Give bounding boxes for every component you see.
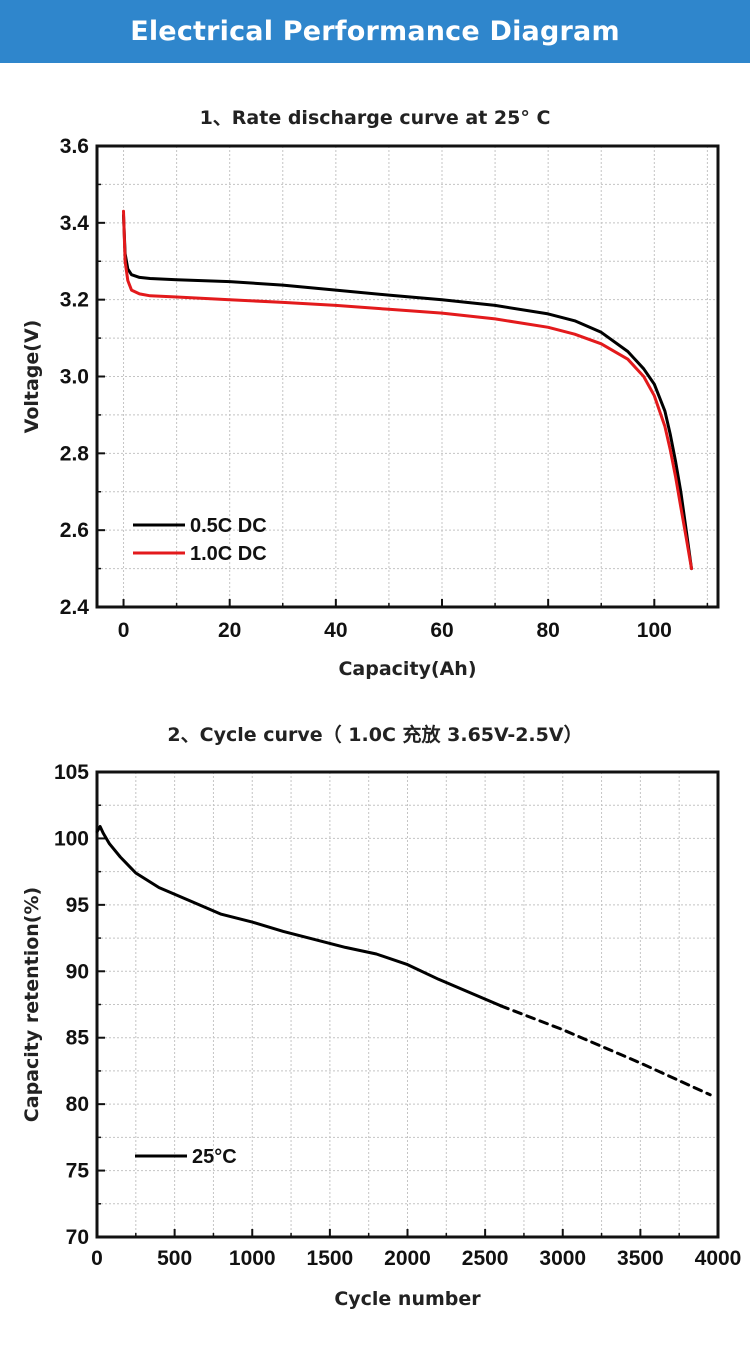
y-tick-label: 90 <box>66 960 89 983</box>
y-tick-label: 95 <box>66 894 90 917</box>
x-tick-label: 4000 <box>695 1247 742 1270</box>
x-axis-label: Cycle number <box>334 1288 481 1310</box>
legend-label: 25°C <box>192 1146 237 1168</box>
series-line <box>122 213 693 571</box>
y-axis-label: Voltage(V) <box>21 320 43 434</box>
series-line <box>95 825 503 1008</box>
x-tick-label: 0 <box>118 619 130 642</box>
series-line <box>122 209 693 571</box>
x-tick-label: 2000 <box>384 1247 431 1270</box>
y-tick-label: 85 <box>66 1027 90 1050</box>
x-tick-label: 2500 <box>462 1247 509 1270</box>
x-axis-label: Capacity(Ah) <box>338 658 476 680</box>
y-tick-label: 2.8 <box>60 442 90 465</box>
y-tick-label: 2.4 <box>60 596 90 619</box>
x-tick-label: 80 <box>536 619 559 642</box>
x-tick-label: 3000 <box>539 1247 586 1270</box>
series-line-extrapolated <box>499 1004 712 1097</box>
discharge-chart: 0 20 40 60 80 100 2.4 2.6 2.8 3.0 3.2 3.4 3.6 Capacit… <box>21 135 720 680</box>
x-tick-label: 1500 <box>307 1247 354 1270</box>
x-tick-label: 1000 <box>229 1247 276 1270</box>
x-tick-label: 20 <box>218 619 241 642</box>
y-tick-label: 3.0 <box>60 366 89 389</box>
y-tick-label: 100 <box>54 827 89 850</box>
y-tick-label: 3.4 <box>60 212 90 235</box>
y-tick-label: 2.6 <box>60 519 89 542</box>
cycle-chart: 0 500 1000 1500 2000 2500 3000 3500 4000 70 75 80 85… <box>21 761 742 1310</box>
y-tick-label: 70 <box>66 1226 89 1249</box>
x-tick-label: 40 <box>324 619 347 642</box>
x-tick-label: 3500 <box>617 1247 664 1270</box>
x-tick-label: 0 <box>91 1247 103 1270</box>
y-axis-label: Capacity retention(%) <box>21 887 43 1122</box>
legend-label: 0.5C DC <box>190 515 267 537</box>
x-tick-label: 500 <box>157 1247 192 1270</box>
header-banner: Electrical Performance Diagram <box>0 0 750 63</box>
y-tick-label: 105 <box>54 761 89 784</box>
legend-label: 1.0C DC <box>190 543 267 565</box>
discharge-chart-title: 1、Rate discharge curve at 25° C <box>199 107 551 129</box>
x-tick-label: 100 <box>637 619 672 642</box>
y-tick-label: 80 <box>66 1093 89 1116</box>
cycle-chart-title: 2、Cycle curve（ 1.0C 充放 3.65V-2.5V） <box>167 724 583 746</box>
y-tick-label: 75 <box>66 1160 90 1183</box>
x-tick-label: 60 <box>430 619 453 642</box>
y-tick-label: 3.2 <box>60 289 89 312</box>
y-tick-label: 3.6 <box>60 135 89 158</box>
